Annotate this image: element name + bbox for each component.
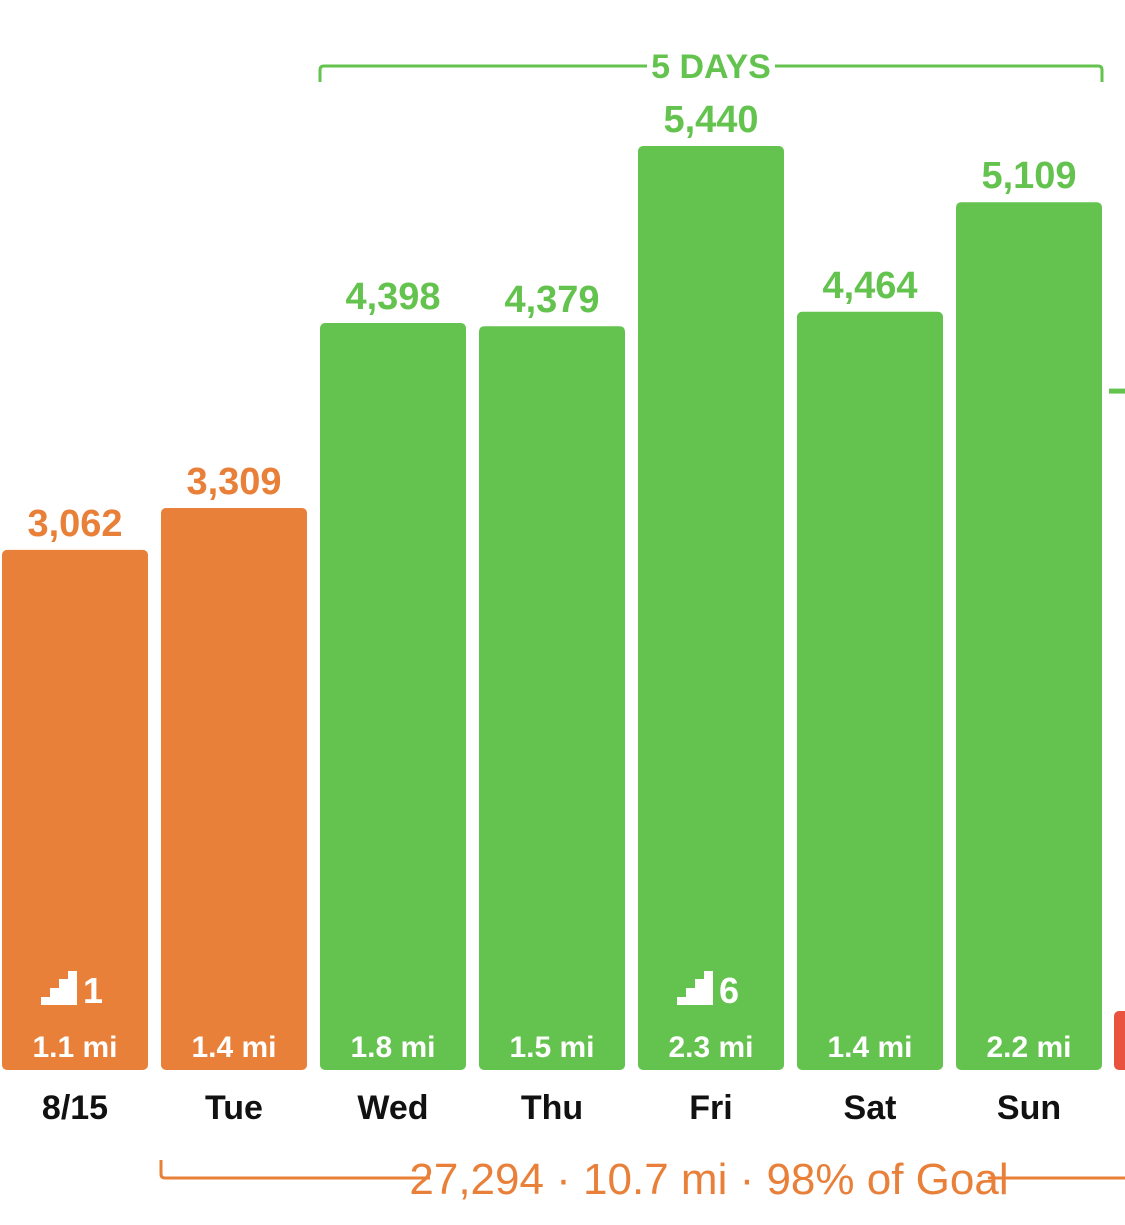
streak-label: 5 DAYS xyxy=(651,48,771,86)
bar-distance-label: 1.5 mi xyxy=(509,1031,594,1064)
bar-sat[interactable] xyxy=(797,311,943,1070)
bar-fri[interactable] xyxy=(638,146,784,1070)
day-label: Wed xyxy=(357,1089,428,1127)
bar-distance-label: 1.8 mi xyxy=(350,1031,435,1064)
bar-next-partial xyxy=(1114,1011,1125,1070)
day-label: Tue xyxy=(205,1089,263,1127)
bar-thu[interactable] xyxy=(479,326,625,1070)
bar-value-label: 4,398 xyxy=(345,276,440,318)
day-label: 8/15 xyxy=(42,1089,108,1127)
streak-bracket xyxy=(318,64,1104,82)
summary-label: 27,294 · 10.7 mi · 98% of Goal xyxy=(409,1155,1008,1204)
bar-8-15[interactable] xyxy=(2,549,148,1070)
bar-distance-label: 2.3 mi xyxy=(668,1031,753,1064)
bar-distance-label: 1.1 mi xyxy=(32,1031,117,1064)
bar-value-label: 4,464 xyxy=(822,265,917,307)
day-label: Thu xyxy=(521,1089,583,1127)
flights-count: 6 xyxy=(719,970,739,1011)
bar-value-label: 5,440 xyxy=(663,99,758,141)
stairs-icon xyxy=(41,971,77,1005)
brackets-layer: 5 DAYS 27,294 · 10.7 mi · 98% of Goal xyxy=(159,48,1125,1204)
bar-wed[interactable] xyxy=(320,322,466,1070)
flights-count: 1 xyxy=(83,970,103,1011)
bar-value-label: 4,379 xyxy=(504,279,599,321)
bar-tue[interactable] xyxy=(161,507,307,1070)
bar-distance-label: 2.2 mi xyxy=(986,1031,1071,1064)
stairs-icon xyxy=(677,971,713,1005)
labels-layer: 3,062 1.1 mi 1 8/15 3,309 1.4 mi Tue 4,398 1.8 m… xyxy=(27,99,1076,1127)
bar-distance-label: 1.4 mi xyxy=(191,1031,276,1064)
bar-value-label: 3,309 xyxy=(186,461,281,503)
summary-bracket xyxy=(159,1160,1125,1180)
goal-line-gap xyxy=(0,386,155,396)
bar-value-label: 5,109 xyxy=(981,155,1076,197)
day-label: Sun xyxy=(997,1089,1061,1127)
day-label: Sat xyxy=(844,1089,897,1127)
bar-sun[interactable] xyxy=(956,202,1102,1071)
bar-distance-label: 1.4 mi xyxy=(827,1031,912,1064)
goal-line-gap xyxy=(154,386,314,396)
bar-value-label: 3,062 xyxy=(27,503,122,545)
bars-layer xyxy=(0,146,1125,1071)
day-label: Fri xyxy=(689,1089,732,1127)
